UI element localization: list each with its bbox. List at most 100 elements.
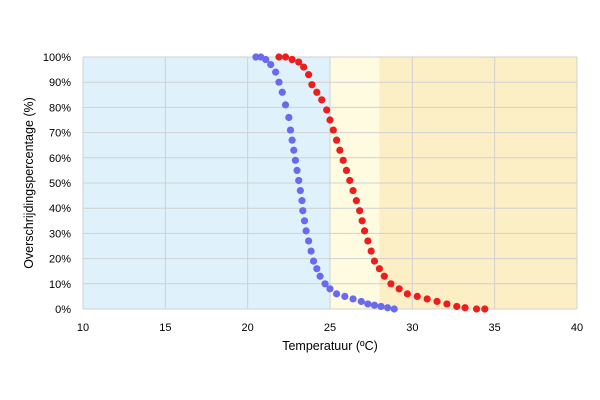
x-tick-label: 25 bbox=[324, 322, 336, 334]
y-axis-title: Overschrijdingspercentage (%) bbox=[22, 97, 36, 269]
y-tick-label: 70% bbox=[49, 128, 71, 140]
data-point bbox=[307, 247, 315, 255]
data-point bbox=[357, 297, 365, 306]
data-point bbox=[326, 285, 334, 293]
data-point bbox=[313, 88, 321, 96]
data-point bbox=[304, 71, 313, 79]
y-tick-label: 20% bbox=[49, 254, 71, 266]
data-point bbox=[370, 257, 379, 265]
data-point bbox=[349, 186, 357, 195]
data-point bbox=[313, 265, 321, 273]
data-point bbox=[329, 126, 337, 134]
data-point bbox=[423, 295, 431, 303]
x-tick-label: 40 bbox=[571, 322, 583, 334]
data-point bbox=[339, 156, 347, 164]
y-tick-label: 10% bbox=[49, 279, 71, 291]
data-point bbox=[272, 68, 280, 76]
x-tick-label: 10 bbox=[77, 322, 89, 334]
data-point bbox=[298, 197, 306, 205]
data-point bbox=[360, 227, 369, 235]
y-tick-label: 40% bbox=[49, 203, 71, 215]
data-point bbox=[296, 186, 304, 195]
y-tick-label: 30% bbox=[49, 228, 71, 240]
data-point bbox=[395, 285, 403, 293]
data-point bbox=[358, 217, 366, 225]
data-point bbox=[326, 116, 334, 124]
x-axis-title: Temperatuur (ºC) bbox=[282, 339, 378, 353]
data-point bbox=[384, 304, 392, 312]
data-point bbox=[341, 292, 349, 300]
data-point bbox=[321, 280, 329, 288]
data-point bbox=[453, 302, 461, 311]
series-0 bbox=[252, 53, 398, 313]
data-point bbox=[285, 113, 293, 122]
gridlines bbox=[82, 56, 578, 310]
data-point bbox=[356, 207, 364, 215]
data-point bbox=[275, 53, 283, 61]
x-tick-label: 30 bbox=[406, 322, 418, 334]
data-point bbox=[281, 101, 290, 109]
data-point bbox=[481, 305, 489, 313]
data-point bbox=[291, 156, 300, 164]
y-tick-label: 100% bbox=[43, 52, 71, 64]
data-point bbox=[390, 305, 398, 313]
data-point bbox=[252, 53, 260, 61]
data-point bbox=[290, 146, 298, 154]
data-point bbox=[342, 166, 351, 174]
data-point bbox=[461, 304, 469, 312]
y-tick-label: 80% bbox=[49, 102, 71, 114]
x-tick-label: 15 bbox=[159, 322, 171, 334]
data-point bbox=[443, 300, 451, 308]
data-point bbox=[316, 272, 324, 280]
data-point bbox=[295, 58, 303, 66]
series-1 bbox=[275, 53, 489, 313]
x-tick-label: 20 bbox=[242, 322, 254, 334]
data-point bbox=[302, 227, 310, 235]
data-point bbox=[472, 305, 481, 313]
data-point bbox=[367, 247, 375, 255]
data-point bbox=[278, 88, 286, 96]
data-point bbox=[275, 78, 283, 86]
data-point bbox=[293, 166, 301, 174]
data-point bbox=[413, 292, 421, 300]
data-point bbox=[323, 106, 331, 114]
data-point bbox=[332, 136, 341, 144]
data-point bbox=[380, 272, 388, 280]
data-point bbox=[346, 176, 354, 185]
data-point bbox=[300, 63, 308, 71]
data-point bbox=[336, 146, 344, 154]
data-point bbox=[377, 302, 385, 311]
y-tick-label: 50% bbox=[49, 178, 71, 190]
data-point bbox=[309, 257, 318, 265]
data-point bbox=[349, 295, 357, 303]
y-tick-label: 0% bbox=[55, 304, 71, 316]
data-point bbox=[403, 290, 411, 298]
data-point bbox=[267, 60, 275, 69]
data-point bbox=[304, 237, 313, 245]
data-point bbox=[364, 237, 372, 245]
data-point bbox=[295, 176, 303, 185]
x-tick-label: 35 bbox=[489, 322, 501, 334]
data-point bbox=[288, 55, 296, 64]
y-tick-labels: 0% 10% 20% 30% 40% 50% 60% 70% 80% 90% 100% bbox=[43, 52, 71, 316]
data-point bbox=[318, 96, 326, 104]
data-point bbox=[286, 126, 295, 134]
data-point bbox=[332, 290, 341, 298]
data-point bbox=[308, 81, 316, 89]
data-point bbox=[288, 136, 296, 144]
data-point bbox=[281, 53, 290, 61]
data-point bbox=[387, 280, 395, 288]
data-point bbox=[352, 197, 360, 205]
x-tick-labels: 10 15 20 25 30 35 40 bbox=[77, 322, 583, 334]
data-point bbox=[370, 301, 379, 309]
data-point bbox=[375, 265, 383, 273]
data-series bbox=[252, 53, 489, 313]
data-point bbox=[262, 55, 270, 64]
y-tick-label: 60% bbox=[49, 153, 71, 165]
data-point bbox=[299, 207, 307, 215]
data-point bbox=[364, 300, 372, 308]
data-point bbox=[300, 217, 309, 225]
data-point bbox=[433, 297, 441, 306]
y-tick-label: 90% bbox=[49, 77, 71, 89]
